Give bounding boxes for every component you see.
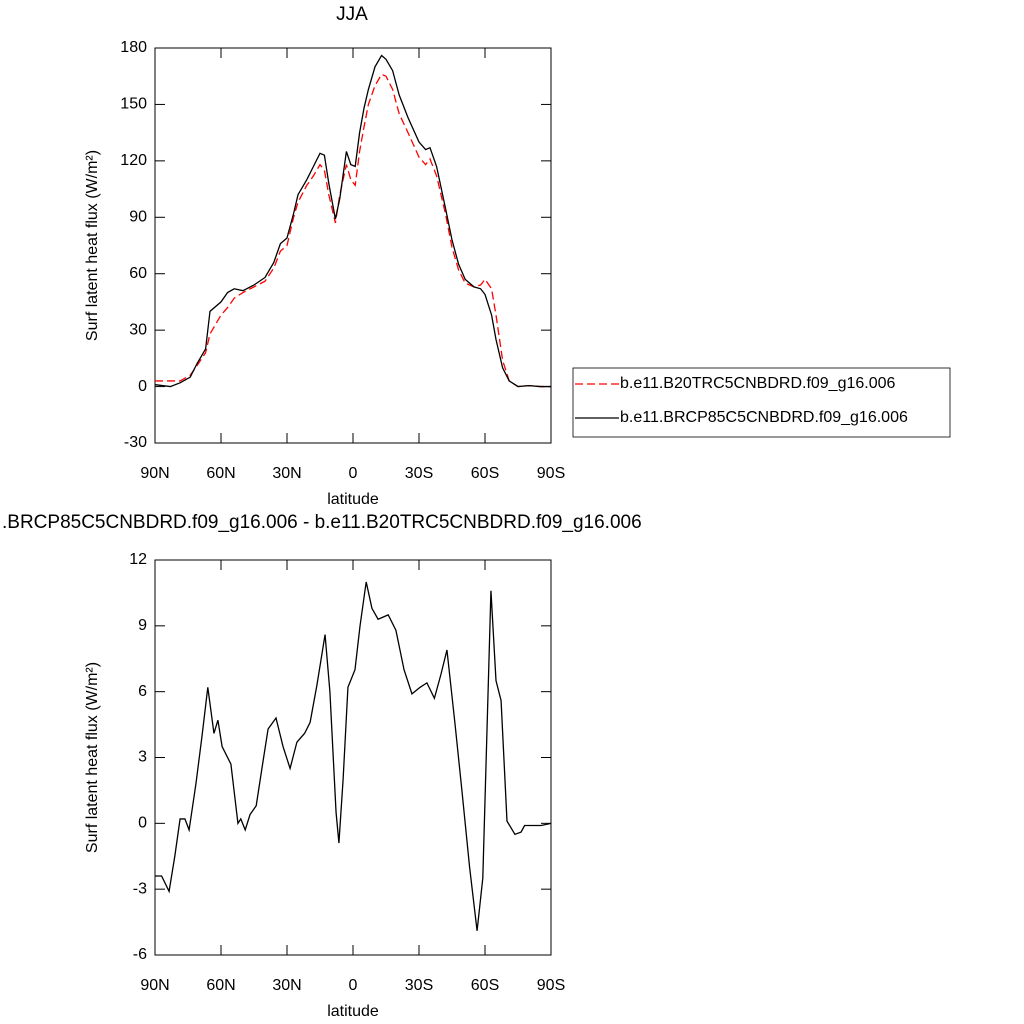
x-tick-label: 60S: [471, 977, 499, 994]
x-tick-label: 30S: [405, 465, 433, 482]
y-tick-label: 120: [120, 152, 147, 169]
plot-frame: [154, 559, 552, 956]
y-tick-label: -30: [124, 434, 147, 451]
x-tick-label: 90N: [140, 977, 169, 994]
x-tick-label: 30N: [272, 465, 301, 482]
legend-box: [572, 367, 951, 438]
x-tick-label: 0: [349, 465, 358, 482]
x-tick-label: 60N: [206, 465, 235, 482]
y-tick-label: -6: [133, 946, 147, 963]
y-tick-label: 180: [120, 39, 147, 56]
chart-title: .BRCP85C5CNBDRD.f09_g16.006 - b.e11.B20T…: [2, 512, 642, 533]
x-tick-label: 30N: [272, 977, 301, 994]
y-tick-label: 0: [138, 815, 147, 832]
y-tick-label: 150: [120, 96, 147, 113]
y-tick-label: 60: [129, 265, 147, 282]
x-tick-label: 30S: [405, 977, 433, 994]
data-line: [155, 73, 551, 388]
x-tick-label: 60S: [471, 465, 499, 482]
x-tick-label: 0: [349, 977, 358, 994]
x-tick-label: 90S: [537, 977, 565, 994]
y-tick-label: 30: [129, 321, 147, 338]
legend-label: b.e11.BRCP85C5CNBDRD.f09_g16.006: [620, 409, 908, 426]
y-tick-label: 6: [138, 683, 147, 700]
x-tick-label: 60N: [206, 977, 235, 994]
x-axis-label: latitude: [327, 491, 379, 508]
y-tick-label: -3: [133, 880, 147, 897]
y-axis-label: Surf latent heat flux (W/m²): [84, 662, 101, 853]
plot-frame: [154, 47, 552, 444]
y-tick-label: 9: [138, 617, 147, 634]
x-tick-label: 90S: [537, 465, 565, 482]
y-tick-label: 90: [129, 209, 147, 226]
y-tick-label: 0: [138, 378, 147, 395]
y-tick-label: 3: [138, 749, 147, 766]
y-axis-label: Surf latent heat flux (W/m²): [84, 150, 101, 341]
legend-label: b.e11.B20TRC5CNBDRD.f09_g16.006: [620, 375, 896, 392]
y-tick-label: 12: [129, 551, 147, 568]
x-axis-label: latitude: [327, 1003, 379, 1020]
data-line: [155, 581, 552, 931]
data-line: [154, 54, 551, 388]
x-tick-label: 90N: [140, 465, 169, 482]
chart-title: JJA: [336, 4, 368, 25]
